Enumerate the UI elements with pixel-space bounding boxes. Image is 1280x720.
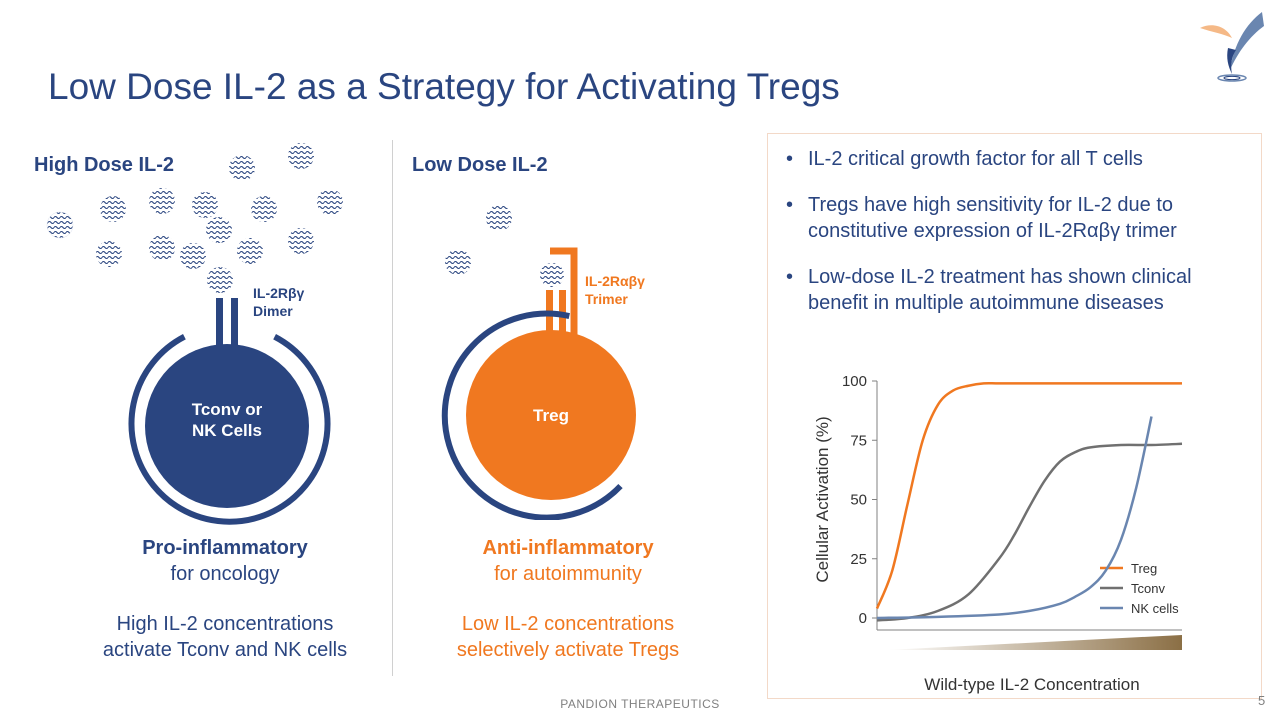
il2-molecule-icon (100, 196, 126, 222)
cell-membrane (128, 334, 331, 525)
company-logo (1200, 12, 1264, 82)
tconv-nk-cell (145, 344, 309, 508)
il2-molecule-icon (288, 143, 314, 169)
middle-description: Low IL-2 concentrations selectively acti… (456, 613, 680, 661)
legend-label: NK cells (1131, 601, 1179, 616)
receptor-chain-gamma (231, 298, 238, 348)
il2-molecule-icon (192, 192, 218, 218)
left-description: High IL-2 concentrations activate Tconv … (102, 613, 348, 661)
logo-wing-blue (1230, 12, 1264, 70)
y-tick-label: 75 (850, 432, 867, 449)
il2-molecule-icon (288, 228, 314, 254)
x-axis-label: Wild-type IL-2 Concentration (924, 675, 1139, 694)
logo-wing-orange (1200, 25, 1232, 38)
bullet-item: IL-2 critical growth factor for all T ce… (782, 146, 1252, 172)
il2-molecule-icon (229, 155, 255, 181)
activation-chart: 0 25 50 75 100 Cellular Activation (%) Wild-ty… (813, 373, 1183, 694)
receptor-chain-alpha (550, 247, 578, 340)
treg-cell (466, 330, 636, 500)
receptor-chain-gamma (559, 290, 566, 350)
il2-molecule-icon (445, 249, 471, 275)
legend-label: Tconv (1131, 581, 1165, 596)
concentration-gradient-wedge (887, 635, 1182, 650)
anti-inflammatory-label: Anti-inflammatory (482, 537, 654, 559)
il2-molecule-icon (46, 211, 74, 239)
legend-label: Treg (1131, 561, 1157, 576)
dimer-label: IL-2Rβγ Dimer (253, 284, 304, 320)
il2-molecules (46, 143, 343, 293)
high-dose-heading: High Dose IL-2 (34, 154, 175, 176)
page-title: Low Dose IL-2 as a Strategy for Activati… (48, 66, 840, 107)
series-line-treg (875, 381, 1182, 609)
y-tick-label: 50 (850, 492, 867, 509)
receptor-chain-beta (546, 290, 553, 350)
il2-molecule-icon (251, 196, 277, 222)
il2-molecule-icon (207, 267, 233, 293)
high-dose-diagram (46, 143, 343, 525)
il2-molecule-icon (180, 243, 206, 269)
footer-company: PANDION THERAPEUTICS (560, 697, 720, 711)
cell-membrane (441, 310, 623, 520)
low-dose-diagram (441, 205, 636, 520)
receptor-chain-beta (216, 298, 223, 348)
il2-molecule-icon (206, 217, 232, 243)
il2-molecule-icon (96, 241, 122, 267)
middle-caption: Anti-inflammatory for autoimmunity (418, 535, 718, 587)
panel-divider (392, 140, 393, 676)
pro-inflammatory-label: Pro-inflammatory (142, 537, 308, 559)
bullet-item: Tregs have high sensitivity for IL-2 due… (782, 192, 1252, 244)
y-tick-label: 0 (859, 610, 867, 627)
il2-molecule-icon (149, 235, 175, 261)
left-caption: Pro-inflammatory for oncology (75, 535, 375, 587)
bullet-list: IL-2 critical growth factor for all T ce… (782, 146, 1252, 336)
dimer-label-text: IL-2Rβγ Dimer (253, 285, 305, 319)
il2-molecule-icon (149, 188, 175, 214)
oncology-label: for oncology (170, 563, 280, 585)
autoimmunity-label: for autoimmunity (494, 563, 642, 585)
series-line-nk-cells (876, 416, 1153, 620)
y-tick-label: 25 (850, 551, 867, 568)
treg-cell-label: Treg (533, 406, 569, 425)
trimer-label: IL-2Rαβγ Trimer (585, 272, 645, 308)
bullet-item: Low-dose IL-2 treatment has shown clinic… (782, 264, 1252, 316)
il2-molecule-icon (486, 205, 512, 231)
low-dose-heading: Low Dose IL-2 (412, 154, 548, 176)
y-tick-label: 100 (842, 373, 867, 390)
il2-bound-molecule-icon (540, 263, 564, 287)
tconv-cell-label: Tconv or NK Cells (191, 400, 263, 440)
page-number: 5 (1258, 693, 1266, 708)
il2-molecule-icon (237, 238, 263, 264)
il2-molecule-icon (317, 189, 343, 215)
trimer-label-text: IL-2Rαβγ Trimer (585, 273, 645, 307)
info-panel (767, 133, 1262, 699)
series-line-tconv (876, 442, 1183, 622)
y-axis-label: Cellular Activation (%) (813, 416, 832, 582)
